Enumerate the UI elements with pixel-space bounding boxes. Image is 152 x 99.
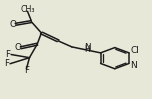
- Text: F: F: [6, 50, 11, 59]
- Text: O: O: [9, 20, 16, 29]
- Text: Cl: Cl: [130, 46, 139, 55]
- Text: N: N: [130, 61, 137, 70]
- Text: O: O: [14, 43, 21, 52]
- Text: N: N: [84, 43, 91, 52]
- Text: F: F: [5, 59, 10, 68]
- Text: CH₃: CH₃: [20, 5, 35, 14]
- Text: H: H: [85, 45, 90, 54]
- Text: F: F: [24, 66, 29, 75]
